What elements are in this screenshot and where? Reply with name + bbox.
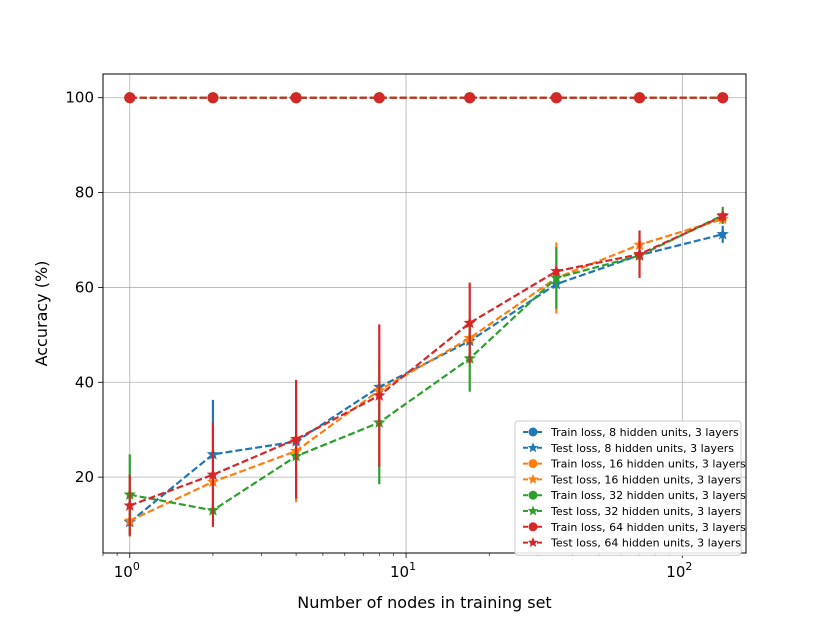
x-tick-label: 102	[666, 560, 692, 581]
y-tick-label: 60	[75, 278, 94, 296]
y-tick-label: 40	[75, 373, 94, 391]
point-marker	[528, 490, 538, 500]
legend-swatch	[523, 459, 543, 469]
point-marker	[373, 92, 385, 104]
legend-swatch	[523, 505, 543, 516]
y-tick-label: 80	[75, 184, 94, 202]
series-line	[129, 215, 724, 507]
point-marker	[528, 522, 538, 532]
y-tick-label: 100	[65, 89, 94, 107]
point-marker	[464, 92, 476, 104]
point-marker	[716, 209, 729, 222]
point-marker	[373, 389, 386, 401]
point-marker	[716, 227, 729, 240]
legend-label: Test loss, 32 hidden units, 3 layers	[550, 505, 741, 518]
x-axis-label: Number of nodes in training set	[297, 593, 551, 612]
legend-swatch	[523, 522, 543, 532]
point-marker	[123, 499, 136, 511]
point-marker	[527, 537, 539, 548]
point-marker	[206, 468, 220, 481]
legend-swatch	[523, 537, 543, 548]
point-marker	[550, 92, 562, 104]
legend-label: Test loss, 64 hidden units, 3 layers	[550, 537, 741, 550]
series-layer	[123, 92, 729, 537]
legend-swatch	[523, 427, 543, 437]
plot-frame	[102, 73, 747, 554]
point-marker	[528, 427, 538, 437]
legend-label: Train loss, 32 hidden units, 3 layers	[550, 489, 746, 502]
point-marker	[550, 264, 563, 277]
legend-label: Train loss, 16 hidden units, 3 layers	[550, 458, 746, 471]
x-tick-label: 101	[390, 560, 416, 581]
series-6	[124, 92, 729, 104]
legend-label: Test loss, 16 hidden units, 3 layers	[550, 473, 741, 486]
legend-swatch	[523, 473, 543, 484]
legend: Train loss, 8 hidden units, 3 layers Test…	[514, 420, 746, 556]
point-marker	[290, 92, 302, 104]
point-marker	[289, 432, 303, 445]
point-marker	[528, 459, 538, 469]
x-tick-label: 100	[114, 560, 140, 581]
y-tick-label: 20	[75, 468, 94, 486]
point-marker	[527, 473, 539, 484]
point-marker	[717, 92, 729, 104]
series-line	[129, 218, 724, 522]
legend-box	[514, 420, 742, 556]
point-marker	[633, 247, 646, 260]
point-marker	[634, 92, 646, 104]
series-7	[123, 209, 729, 537]
legend-swatch	[523, 442, 543, 453]
point-marker	[207, 92, 219, 104]
legend-label: Train loss, 64 hidden units, 3 layers	[550, 521, 746, 534]
point-marker	[124, 92, 136, 104]
y-axis-label: Accuracy (%)	[32, 261, 51, 367]
point-marker	[463, 316, 476, 329]
legend-swatch	[523, 490, 543, 500]
point-marker	[527, 442, 539, 453]
legend-label: Test loss, 8 hidden units, 3 layers	[550, 442, 734, 455]
point-marker	[550, 271, 563, 284]
series-line	[129, 214, 724, 512]
legend-label: Train loss, 8 hidden units, 3 layers	[550, 426, 739, 439]
point-marker	[527, 505, 539, 516]
